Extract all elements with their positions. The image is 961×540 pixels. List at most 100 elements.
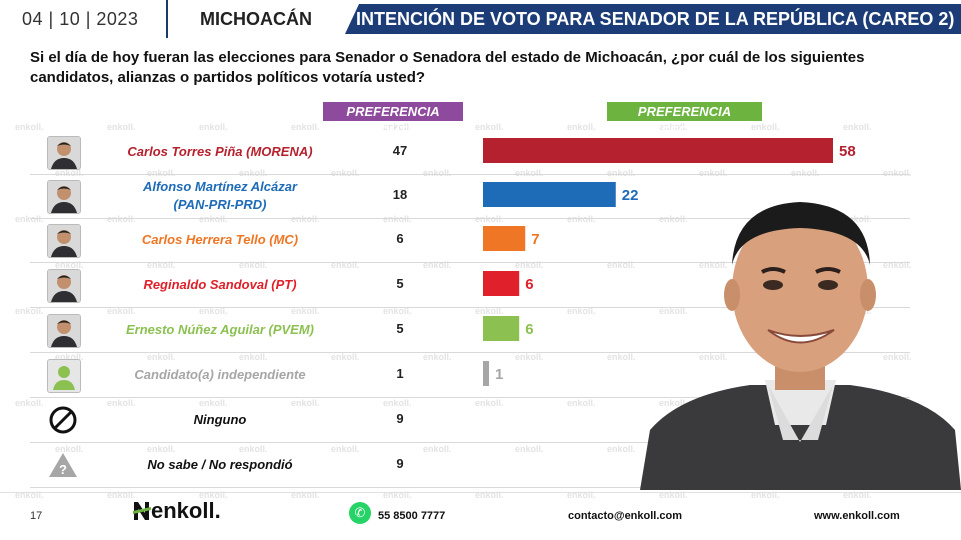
watermark: enkoll. [147,168,176,178]
watermark: enkoll. [567,306,596,316]
enkoll-logo: enkoll. [133,498,221,524]
watermark: enkoll. [475,214,504,224]
watermark: enkoll. [659,306,688,316]
phone-number: 55 8500 7777 [378,510,446,522]
watermark: enkoll. [751,490,780,500]
person-photo-icon [47,180,81,214]
logo-text: enkoll. [151,498,221,523]
watermark: enkoll. [423,352,452,362]
bruta-value: 18 [392,187,408,202]
watermark: enkoll. [515,352,544,362]
row-divider [30,397,910,398]
candidate-name-line1: Ernesto Núñez Aguilar (PVEM) [125,322,315,337]
watermark: enkoll. [699,168,728,178]
efectiva-value-label: 6 [525,321,533,338]
row-divider [30,442,910,443]
watermark: enkoll. [291,306,320,316]
bruta-value: 9 [396,456,404,471]
watermark: enkoll. [15,490,44,500]
header-divider [166,0,168,38]
candidate-name-line1: Candidato(a) independiente [134,367,306,382]
watermark: enkoll. [331,168,360,178]
bruta-column-header: PREFERENCIA BRUTA [323,102,463,138]
watermark: enkoll. [883,168,912,178]
watermark: enkoll. [199,122,228,132]
watermark: enkoll. [55,260,84,270]
watermark: enkoll. [607,168,636,178]
watermark: enkoll. [239,260,268,270]
candidate-name-line1: Alfonso Martínez Alcázar [142,179,298,194]
watermark: enkoll. [475,398,504,408]
watermark: enkoll. [291,122,320,132]
row-divider [30,307,910,308]
row-divider [30,218,910,219]
title-banner [345,4,961,34]
watermark: enkoll. [699,260,728,270]
watermark: enkoll. [15,306,44,316]
watermark: enkoll. [567,214,596,224]
bruta-value: 9 [396,411,404,426]
candidate-name-line1: No sabe / No respondió [147,457,293,472]
watermark: enkoll. [291,398,320,408]
row-divider [30,487,910,488]
watermark: enkoll. [659,490,688,500]
efectiva-value-label: 1 [495,366,503,383]
watermark: enkoll. [107,214,136,224]
page-title: INTENCIÓN DE VOTO PARA SENADOR DE LA REP… [356,9,955,29]
person-photo-icon [47,269,81,303]
contact-email: contacto@enkoll.com [568,510,683,522]
candidate-name: Candidato(a) independiente [90,366,350,384]
watermark: enkoll. [239,352,268,362]
state-label: MICHOACÁN [200,9,312,29]
watermark: enkoll. [475,306,504,316]
person-photo-icon [47,136,81,170]
watermark: enkoll. [423,168,452,178]
watermark: enkoll. [567,490,596,500]
watermark: enkoll. [751,122,780,132]
footer-divider [0,492,961,493]
watermark: enkoll. [291,214,320,224]
candidate-name: Ninguno [90,411,350,429]
efectiva-bar [483,271,520,296]
watermark: enkoll. [791,168,820,178]
watermark: enkoll. [659,398,688,408]
watermark: enkoll. [515,168,544,178]
person-photo-icon [47,224,81,258]
watermark: enkoll. [383,306,412,316]
watermark: enkoll. [55,352,84,362]
efectiva-value-label: 22 [622,187,639,204]
watermark: enkoll. [607,260,636,270]
efectiva-value-label: 58 [839,143,856,160]
watermark: enkoll. [843,490,872,500]
watermark: enkoll. [199,214,228,224]
candidate-name: Carlos Herrera Tello (MC) [90,231,350,249]
person-photo-icon [47,314,81,348]
watermark: enkoll. [383,214,412,224]
efectiva-value-label: 6 [525,276,533,293]
watermark: enkoll. [423,260,452,270]
watermark: enkoll. [423,444,452,454]
survey-date: 04 | 10 | 2023 [22,9,139,29]
bruta-value: 5 [396,276,404,291]
website: www.enkoll.com [814,510,900,522]
watermark: enkoll. [107,398,136,408]
watermark: enkoll. [383,398,412,408]
efectiva-value-label: 7 [531,231,539,248]
whatsapp-icon: ✆ [349,502,371,524]
watermark: enkoll. [15,214,44,224]
watermark: enkoll. [843,122,872,132]
watermark: enkoll. [147,260,176,270]
watermark: enkoll. [55,168,84,178]
watermark: enkoll. [843,214,872,224]
page-number: 17 [30,510,43,522]
row-divider [30,174,910,175]
watermark: enkoll. [291,490,320,500]
bruta-value: 5 [396,321,404,336]
watermark: enkoll. [331,444,360,454]
watermark: enkoll. [659,122,688,132]
watermark: enkoll. [55,444,84,454]
watermark: enkoll. [107,306,136,316]
efectiva-bar [483,182,616,207]
watermark: enkoll. [199,306,228,316]
efectiva-bar [483,361,490,386]
